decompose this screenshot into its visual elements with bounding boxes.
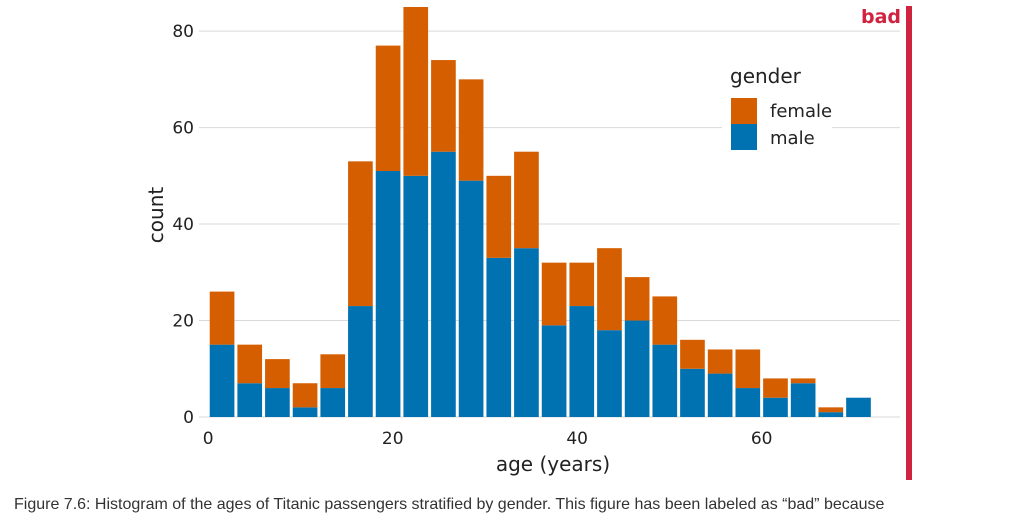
- bar-female: [735, 349, 761, 389]
- figure-caption: Figure 7.6: Histogram of the ages of Tit…: [14, 496, 885, 513]
- bar-male: [486, 257, 512, 417]
- bar-male: [237, 383, 263, 417]
- bars: [209, 7, 871, 418]
- bar-female: [237, 344, 263, 384]
- x-axis-ticks: 0 20 40 60: [203, 429, 773, 449]
- x-tick-label: 60: [751, 429, 773, 449]
- legend: gender female male: [722, 60, 832, 156]
- bar-male: [790, 383, 816, 417]
- y-tick-label: 0: [183, 408, 194, 428]
- x-tick-label: 0: [203, 429, 214, 449]
- y-tick-label: 20: [172, 312, 194, 332]
- bar-female: [763, 378, 788, 398]
- bar-female: [320, 354, 346, 389]
- legend-swatch-male: [731, 124, 757, 150]
- bad-vertical-bar: [906, 6, 912, 480]
- legend-title: gender: [730, 64, 802, 88]
- bar-female: [292, 383, 318, 408]
- bar-female: [569, 262, 595, 307]
- bar-male: [763, 397, 788, 417]
- y-tick-label: 60: [172, 119, 194, 139]
- bar-male: [597, 330, 622, 417]
- bar-male: [265, 388, 290, 417]
- y-axis-ticks: 0 20 40 60 80: [172, 22, 194, 428]
- histogram-chart: 0 20 40 60 0 20 40 60 80 age (years) count gend…: [144, 6, 912, 480]
- bar-male: [458, 180, 484, 417]
- bar-male: [680, 368, 705, 417]
- bar-male: [320, 388, 346, 417]
- bar-male: [735, 388, 761, 417]
- bar-male: [846, 397, 871, 417]
- x-tick-label: 20: [382, 429, 404, 449]
- bar-male: [624, 320, 650, 417]
- bar-female: [652, 296, 678, 345]
- bar-male: [818, 412, 844, 417]
- bar-male: [403, 175, 429, 417]
- bar-female: [790, 378, 816, 384]
- bad-marker: bad: [861, 6, 912, 480]
- bar-female: [431, 60, 456, 152]
- bar-male: [431, 151, 456, 418]
- legend-label-male: male: [770, 128, 815, 149]
- bar-female: [403, 7, 429, 176]
- bar-male: [514, 248, 539, 417]
- bar-male: [569, 306, 595, 417]
- bar-female: [818, 407, 844, 413]
- bar-female: [209, 291, 235, 345]
- bar-female: [375, 45, 401, 171]
- bar-male: [652, 344, 678, 417]
- bar-male: [348, 306, 373, 417]
- y-tick-label: 40: [172, 215, 194, 235]
- bar-female: [514, 151, 539, 249]
- bar-female: [348, 161, 373, 307]
- bad-label: bad: [861, 6, 901, 28]
- bar-male: [707, 373, 733, 417]
- bar-male: [375, 171, 401, 417]
- y-axis-title: count: [144, 187, 168, 244]
- x-axis-title: age (years): [496, 452, 610, 476]
- x-tick-label: 40: [566, 429, 588, 449]
- bar-male: [541, 325, 567, 417]
- bar-female: [265, 359, 290, 389]
- y-tick-label: 80: [172, 22, 194, 42]
- bar-male: [292, 407, 318, 417]
- bar-female: [458, 79, 484, 181]
- bar-female: [597, 248, 622, 331]
- legend-label-female: female: [770, 101, 832, 122]
- bar-male: [209, 344, 235, 417]
- bar-female: [486, 175, 512, 258]
- bar-female: [541, 262, 567, 326]
- bar-female: [680, 339, 705, 369]
- legend-swatch-female: [731, 98, 757, 124]
- bar-female: [624, 277, 650, 321]
- bar-female: [707, 349, 733, 374]
